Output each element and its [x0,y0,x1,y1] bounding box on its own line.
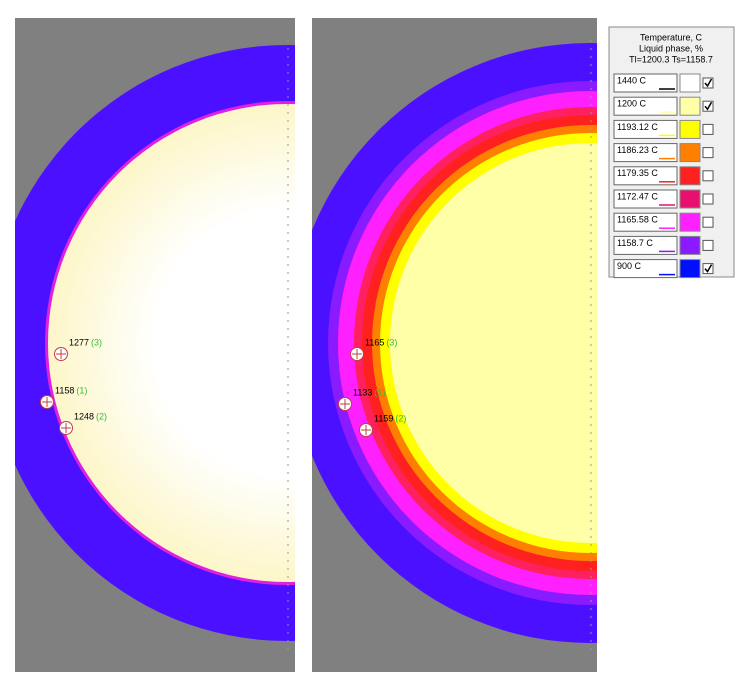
legend-label-box [613,235,678,255]
probe-index: (2) [96,411,107,421]
probe-cross [56,349,66,359]
legend-checkbox[interactable] [702,147,714,159]
legend-label-box [613,143,678,163]
probe-cross [352,349,362,359]
probe-value: 1248 [74,411,94,421]
probe-cross [361,425,371,435]
checkmark [704,264,713,273]
legend-checkbox[interactable] [702,239,714,251]
probe-value: 1133 [353,387,372,397]
legend-label-box [613,119,678,139]
legend-label: 900 C [617,261,642,271]
probe-value: 1277 [69,337,89,347]
legend-label-box [613,73,678,93]
probe-index: (3) [386,337,397,347]
legend-checkbox[interactable] [702,123,714,135]
legend-title: Temperature, C [640,32,703,42]
legend-checkbox[interactable] [702,216,714,228]
legend-swatch[interactable] [679,96,701,116]
probe-index: (2) [395,413,406,423]
legend-checkbox[interactable] [702,100,714,112]
probes: 1277 (3)1158 (1)1248 (2)1165 (3)1133 (1)1159(… [40,337,406,437]
probe-index: (1) [76,385,87,395]
legend-label: 1200 C [617,99,647,109]
left-panel [15,18,295,672]
legend-label: 1186.23 C [617,145,658,155]
legend-label-box [613,212,678,232]
probe-value: 1159 [374,413,393,423]
legend-label: 1158.7 C [617,238,653,248]
legend-swatch[interactable] [679,143,701,163]
probe-index: (1) [374,387,385,397]
legend-label-box [613,166,678,186]
legend-checkbox[interactable] [702,170,714,182]
right-panel [312,18,597,672]
probe-cross [61,423,71,433]
legend-swatch[interactable] [679,212,701,232]
legend-label: 1172.47 C [617,191,658,201]
legend-label-box [613,259,678,279]
legend-checkbox[interactable] [702,263,714,275]
legend-checkbox[interactable] [702,77,714,89]
legend-label-box [613,189,678,209]
checkmark [704,78,713,88]
legend-title: Liquid phase, % [639,43,703,53]
probe-cross [340,399,350,409]
legend-label: 1193.12 C [617,122,658,132]
legend-label: 1165.58 C [617,215,658,225]
legend-swatch[interactable] [679,166,701,186]
legend-label: 1440 C [617,75,647,85]
probe-value: 1158 [55,385,74,395]
probe-value: 1165 [365,337,384,347]
legend-title: Tl=1200.3 Ts=1158.7 [629,54,713,64]
probe-cross [42,397,52,407]
legend-label-box [613,96,678,116]
legend-label: 1179.35 C [617,168,658,178]
probe-index: (3) [91,337,102,347]
legend-swatch[interactable] [679,189,701,209]
legend-swatch[interactable] [679,73,701,93]
legend-swatch[interactable] [679,235,701,255]
legend-swatch[interactable] [679,119,701,139]
legend-checkbox[interactable] [702,193,714,205]
legend-swatch[interactable] [679,259,701,279]
checkmark [704,101,713,111]
